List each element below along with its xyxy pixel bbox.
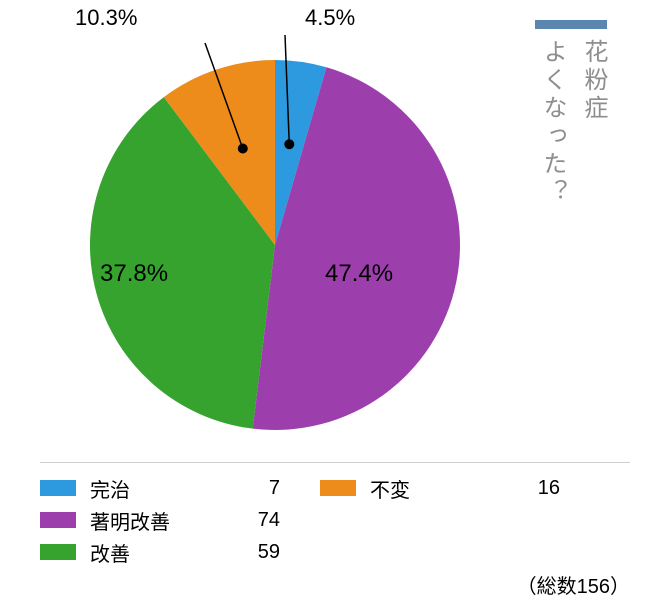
total-suffix: ）: [610, 576, 630, 598]
slice-pct-improved: 37.8%: [100, 260, 168, 288]
legend-row-0: 完治 7 不変 16: [40, 472, 630, 504]
slice-pct-nochange: 10.3%: [75, 5, 137, 31]
legend-label: 改善: [90, 538, 210, 567]
callout-dot: [284, 139, 294, 149]
slice-pct-cured: 4.5%: [305, 5, 355, 31]
legend-swatch: [40, 480, 76, 496]
legend-swatch: [40, 544, 76, 560]
chart-title-block: よくなった？ 花粉症: [535, 20, 645, 207]
title-line-2: よくなった？: [535, 39, 570, 207]
slice-pct-marked: 47.4%: [325, 260, 393, 288]
pie-chart: 4.5%47.4%37.8%10.3%: [35, 10, 495, 440]
legend-value: 74: [210, 509, 280, 532]
legend-label: 不変: [370, 474, 490, 503]
callout-dot: [238, 143, 248, 153]
legend-swatch: [40, 512, 76, 528]
chart-title: よくなった？ 花粉症: [535, 39, 645, 207]
legend-value: 7: [210, 477, 280, 500]
legend: 完治 7 不変 16 著明改善 74 改善 59: [40, 472, 630, 568]
total-count: （総数156）: [517, 570, 630, 599]
legend-label: 完治: [90, 474, 210, 503]
legend-divider: [40, 462, 630, 463]
title-line-1: 花粉症: [576, 39, 611, 207]
legend-value: 16: [490, 477, 560, 500]
title-accent-bar: [535, 20, 607, 29]
legend-label: 著明改善: [90, 506, 210, 535]
pie-svg: [35, 10, 495, 440]
legend-row-2: 改善 59: [40, 536, 630, 568]
total-prefix: （総数: [517, 576, 577, 598]
legend-swatch: [320, 480, 356, 496]
legend-value: 59: [210, 541, 280, 564]
legend-row-1: 著明改善 74: [40, 504, 630, 536]
total-value: 156: [577, 576, 610, 598]
